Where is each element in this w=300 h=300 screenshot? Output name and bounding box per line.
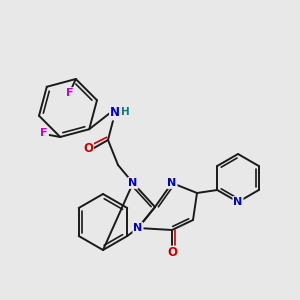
Text: O: O [167,247,177,260]
Text: N: N [167,178,177,188]
Text: F: F [40,128,48,138]
Text: F: F [66,88,74,98]
Text: N: N [233,197,243,207]
Text: N: N [128,178,138,188]
Text: N: N [134,223,142,233]
Text: N: N [110,106,120,119]
Text: O: O [83,142,93,154]
Text: H: H [121,107,129,117]
